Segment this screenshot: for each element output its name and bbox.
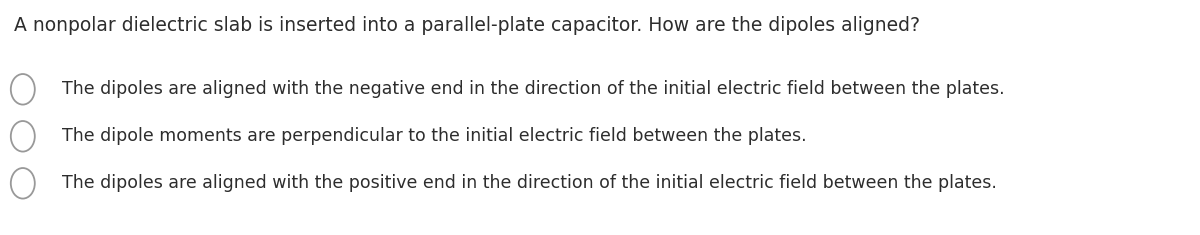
Text: The dipole moments are perpendicular to the initial electric field between the p: The dipole moments are perpendicular to …: [62, 127, 808, 145]
Text: A nonpolar dielectric slab is inserted into a parallel-plate capacitor. How are : A nonpolar dielectric slab is inserted i…: [14, 16, 920, 35]
Text: The dipoles are aligned with the negative end in the direction of the initial el: The dipoles are aligned with the negativ…: [62, 80, 1006, 98]
Text: The dipoles are aligned with the positive end in the direction of the initial el: The dipoles are aligned with the positiv…: [62, 174, 997, 192]
